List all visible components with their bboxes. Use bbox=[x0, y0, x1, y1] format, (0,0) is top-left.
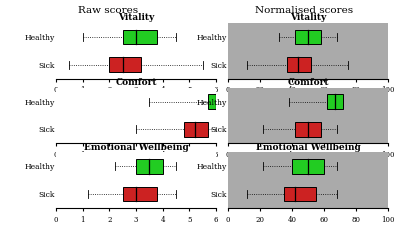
Bar bbox=[295, 30, 321, 44]
Title: Emotional Wellbeing: Emotional Wellbeing bbox=[84, 143, 188, 152]
Text: Raw scores: Raw scores bbox=[78, 6, 138, 15]
Bar bbox=[208, 94, 216, 109]
Bar bbox=[123, 187, 157, 201]
Bar bbox=[109, 58, 141, 72]
Bar bbox=[327, 94, 343, 109]
Bar bbox=[295, 122, 321, 137]
Title: Comfort: Comfort bbox=[287, 78, 329, 87]
Title: Emotional Wellbeing: Emotional Wellbeing bbox=[256, 143, 360, 152]
Bar bbox=[287, 58, 311, 72]
Title: Vitality: Vitality bbox=[290, 13, 326, 22]
Bar bbox=[136, 159, 163, 173]
Title: Comfort: Comfort bbox=[115, 78, 157, 87]
Bar bbox=[123, 30, 157, 44]
Bar bbox=[292, 159, 324, 173]
Text: Normalised scores: Normalised scores bbox=[255, 6, 353, 15]
Bar bbox=[184, 122, 208, 137]
Bar bbox=[284, 187, 316, 201]
Title: Vitality: Vitality bbox=[118, 13, 154, 22]
